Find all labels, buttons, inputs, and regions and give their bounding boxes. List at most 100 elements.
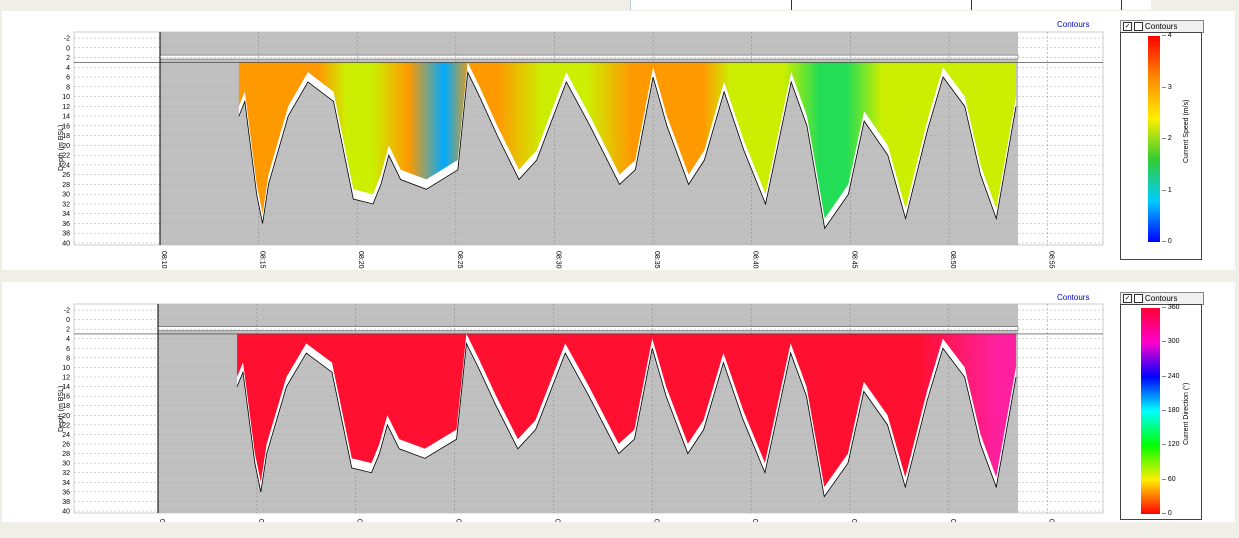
y-tick-label: 28: [62, 182, 70, 189]
contours-link[interactable]: Contours: [1057, 293, 1090, 302]
direction-heatmap-chart: -202468101214161820222426283032343638400…: [62, 303, 1104, 522]
bottom-blanking-band: [238, 62, 1017, 229]
y-tick-label: 20: [62, 143, 70, 150]
y-tick-label: 16: [62, 394, 70, 401]
legend-tick-label: – 240: [1162, 372, 1180, 380]
x-tick-label: 08:15: [257, 519, 264, 522]
y-tick-label: 18: [62, 133, 70, 140]
y-tick-label: 4: [66, 65, 70, 72]
y-tick-label: 34: [62, 480, 70, 487]
contours-checkbox-label: Contours: [1145, 22, 1178, 31]
x-tick-label: 08:35: [652, 519, 659, 522]
y-tick-label: 40: [62, 241, 70, 248]
y-tick-label: 18: [62, 403, 70, 410]
strip-divider: [1121, 0, 1122, 10]
seabed-line: [238, 70, 1017, 230]
speed-chart-panel: -2 0 2 4 6 8 10 12 14 16 18 20 22 24 26 28 30 32 34 36 38 40 0…: [2, 11, 1235, 270]
x-tick-label: 08:15: [259, 251, 266, 269]
bottom-blanking-band: [237, 333, 1017, 497]
y-tick-label: 32: [62, 470, 70, 477]
current-data-region: [238, 62, 1017, 219]
y-tick-label: 0: [66, 45, 70, 52]
y-tick-label: 26: [62, 442, 70, 449]
legend-tick-label: – 180: [1162, 407, 1180, 414]
y-tick-label: -2: [64, 36, 70, 43]
x-tick-label: 08:10: [158, 519, 165, 522]
y-axis-label: Depth (m BSL): [58, 124, 65, 171]
legend-tick-label: – 60: [1162, 475, 1176, 483]
y-tick-label: 2: [66, 55, 70, 62]
y-tick-label: 22: [62, 422, 70, 429]
x-tick-label: 08:40: [752, 251, 759, 269]
y-tick-label: 38: [62, 499, 70, 506]
strip-divider: [791, 0, 792, 10]
y-tick-label: 6: [66, 75, 70, 82]
x-tick-label: 08:40: [751, 519, 758, 522]
y-tick-label: 32: [62, 201, 70, 208]
y-tick-label: 24: [62, 162, 70, 169]
x-tick-label: 08:10: [160, 251, 167, 269]
y-tick-label: 10: [62, 365, 70, 372]
legend-tick-label: – 0: [1162, 238, 1172, 245]
checked-checkbox[interactable]: ✓: [1123, 294, 1132, 303]
strip-divider: [971, 0, 972, 10]
y-tick-label: 16: [62, 123, 70, 130]
x-tick-label: 08:20: [356, 519, 363, 522]
y-tick-label: 12: [62, 375, 70, 382]
contours-checkbox[interactable]: [1134, 22, 1143, 31]
contours-link[interactable]: Contours: [1057, 20, 1090, 29]
y-tick-label: 8: [66, 355, 70, 362]
x-tick-label: 08:30: [554, 251, 561, 269]
y-tick-label: 12: [62, 104, 70, 111]
current-data-region: [237, 333, 1017, 488]
x-tick-label: 08:50: [949, 251, 956, 269]
speed-colorbar: [1148, 36, 1160, 242]
legend-tick-label: – 2: [1162, 135, 1172, 142]
legend-unit-label: Current Direction (°): [1183, 382, 1190, 445]
legend-tick-label: – 3: [1162, 83, 1172, 91]
y-tick-label: 14: [62, 114, 70, 121]
contours-checkbox-label: Contours: [1145, 294, 1178, 303]
legend-unit-label: Current Speed (m/s): [1183, 99, 1190, 163]
y-tick-label: 30: [62, 461, 70, 468]
y-tick-label: 10: [62, 94, 70, 101]
y-tick-label: -2: [64, 308, 70, 315]
x-tick-label: 08:20: [357, 251, 364, 269]
y-tick-label: 2: [66, 327, 70, 334]
direction-legend: – 360 – 300 – 240 – 180 – 120 – 60 – 0 Current…: [1120, 304, 1202, 520]
legend-tick-label: – 0: [1162, 510, 1172, 517]
surface-band: [159, 54, 1019, 60]
x-tick-label: 08:55: [1048, 519, 1055, 522]
legend-tick-label: – 1: [1162, 186, 1172, 194]
x-tick-label: 08:50: [949, 519, 956, 522]
y-tick-label: 40: [62, 509, 70, 516]
y-tick-label: 6: [66, 346, 70, 353]
x-tick-label: 08:30: [553, 519, 560, 522]
y-tick-label: 30: [62, 192, 70, 199]
direction-colorbar: [1141, 308, 1160, 514]
x-tick-label: 08:45: [850, 519, 857, 522]
speed-heatmap-chart: -202468101214161820222426283032343638400…: [62, 31, 1104, 269]
legend-tick-label: – 300: [1162, 338, 1180, 346]
speed-legend: – 4 – 3 – 2 – 1 – 0 Current Speed (m/s): [1120, 32, 1202, 260]
legend-tick-label: – 4: [1162, 32, 1172, 39]
contours-checkbox[interactable]: [1134, 294, 1143, 303]
y-tick-label: 20: [62, 413, 70, 420]
top-window-strip: [630, 0, 1151, 10]
legend-tick-label: – 360: [1162, 304, 1180, 311]
y-tick-label: 28: [62, 451, 70, 458]
seabed-line: [236, 342, 1017, 498]
y-tick-label: 34: [62, 211, 70, 218]
x-tick-label: 08:45: [850, 251, 857, 269]
y-tick-label: 14: [62, 384, 70, 391]
y-tick-label: 26: [62, 172, 70, 179]
y-axis-label: Depth (m BSL): [58, 385, 65, 432]
checked-checkbox[interactable]: ✓: [1123, 22, 1132, 31]
legend-tick-label: – 120: [1162, 441, 1180, 449]
y-tick-label: 36: [62, 221, 70, 228]
x-tick-label: 08:55: [1048, 251, 1055, 269]
surface-band: [157, 326, 1019, 331]
x-tick-label: 08:25: [455, 519, 462, 522]
y-tick-label: 8: [66, 84, 70, 91]
y-tick-label: 38: [62, 231, 70, 238]
